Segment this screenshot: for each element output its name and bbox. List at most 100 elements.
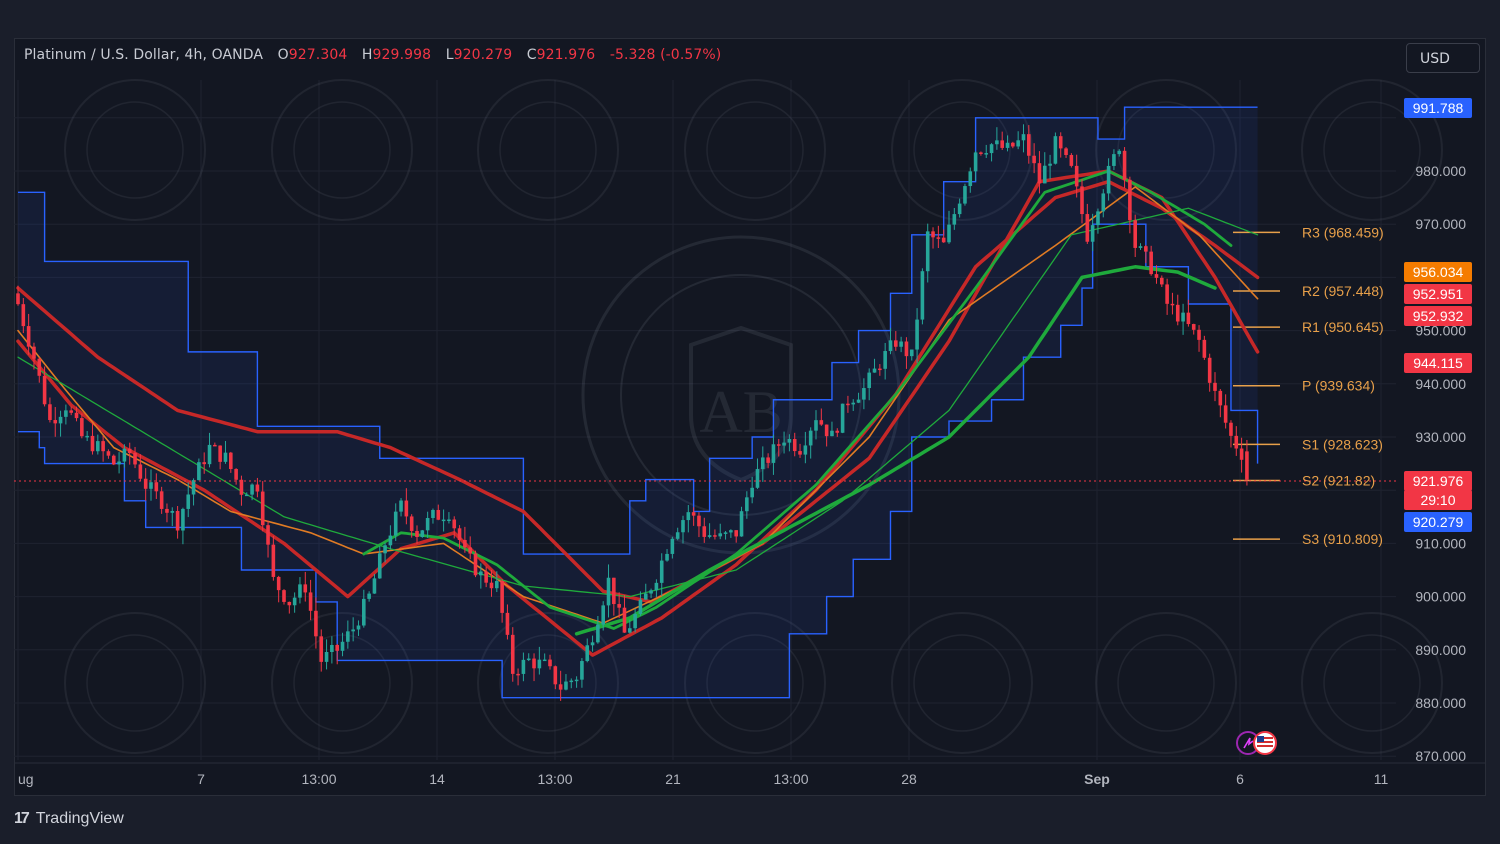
candle-body [702,526,707,537]
us-flag-icon[interactable] [1253,731,1277,755]
candle-body [393,511,398,536]
candle-body [415,530,419,538]
candle-body [936,237,941,239]
price-tag-bg [1404,284,1472,304]
time-tick-label: 13:00 [537,771,572,787]
candle-body [186,494,191,509]
price-axis[interactable]: 980.000 970.000 950.000 940.000 930.000 910.0… [1415,163,1466,764]
candle-body [287,601,292,606]
open-value: 927.304 [288,47,348,63]
ema-line-5 [362,169,1233,630]
stamp-ring [891,79,1033,221]
candle-body [718,533,723,537]
candle-body [1207,357,1212,383]
candle-body [26,326,31,347]
candle-body [1064,148,1068,155]
candle-body [1085,214,1090,242]
candle-body [425,518,430,531]
currency-button[interactable]: USD [1406,43,1480,73]
candle-body [117,461,121,465]
candle-body [356,625,361,630]
price-tag-label: 29:10 [1420,492,1455,508]
stamp-inner-ring [293,634,391,732]
time-tick-label: 21 [665,771,681,787]
stamp-inner-ring [913,101,1011,199]
candle-body [42,375,47,405]
candle-body [1011,142,1015,147]
candle-body [941,237,946,243]
candle-body [532,658,536,669]
time-axis[interactable]: ug 7 13:00 14 13:00 21 13:00 28 Sep 6 11 [18,771,1388,787]
time-tick-label: 13:00 [301,771,336,787]
stamp-inner-ring [706,101,804,199]
candle-body [1101,193,1106,212]
symbol-name[interactable]: Platinum / U.S. Dollar, 4h, OANDA [24,47,264,63]
symbol-legend: Platinum / U.S. Dollar, 4h, OANDA O927.3… [24,47,721,63]
candle-body [1032,155,1036,164]
candle-body [138,464,143,479]
candle-body [952,214,957,225]
stamp-inner-ring [499,101,597,199]
candle-body [473,553,478,576]
candle-body [1058,136,1063,149]
open-label: O [277,47,289,63]
candle-body [920,271,925,320]
time-tick-label: 6 [1236,771,1244,787]
candle-body [750,487,754,498]
candle-body [601,605,605,625]
candle-body [500,581,504,613]
candle-body [931,231,935,238]
candle-body [1133,220,1137,248]
grid-lines [14,80,1396,760]
candle-body [1165,284,1169,304]
candle-body [271,544,276,577]
stamp-inner-ring [1323,101,1421,199]
candle-body [484,571,488,583]
candle-body [995,140,999,145]
tradingview-logo[interactable]: 17 TradingView [14,810,124,828]
candle-body [16,293,20,305]
candle-body [1074,165,1079,187]
stamp-inner-ring [1117,101,1215,199]
candle-body [574,679,579,682]
chart-panel[interactable] [14,38,1486,796]
candle-body [1090,225,1095,242]
candle-body [463,539,467,548]
candle-body [659,560,664,583]
stamp-inner-ring [913,634,1011,732]
candle-body [447,519,451,521]
candle-body [1048,163,1052,166]
candle-body [1202,339,1207,358]
pivot-labels: R3 (968.459) R2 (957.448) R1 (950.645) P (9… [1302,224,1384,547]
pivot-label-r3: R3 (968.459) [1302,224,1384,240]
candle-body [755,469,760,488]
price-tag-bg [1404,490,1472,510]
candle-body [1218,390,1223,406]
ema-line-3 [17,186,1259,625]
candle-body [1197,329,1201,340]
candle-body [643,593,648,600]
candle-body [957,203,962,215]
close-label: C [526,47,537,63]
candle-body [569,680,574,683]
time-tick-label: 7 [197,771,205,787]
price-tick-label: 890.000 [1415,642,1466,658]
candle-body [479,571,483,576]
tradingview-logo-icon: 17 [14,810,30,827]
candle-body [542,659,547,662]
stamp-inner-ring [499,634,597,732]
candle-body [963,186,967,204]
stamp-ring [477,612,619,754]
tradingview-logo-text: TradingView [35,810,124,827]
candle-body [1021,134,1026,141]
candle-body [420,530,425,538]
candle-body [862,388,866,400]
candle-body [505,612,510,635]
stamp-ring [64,612,206,754]
candle-body [239,479,244,495]
candle-body [377,553,382,579]
time-tick-label: 11 [1374,771,1389,787]
price-tag-label: 944.115 [1413,355,1463,371]
candle-body [1080,186,1084,215]
